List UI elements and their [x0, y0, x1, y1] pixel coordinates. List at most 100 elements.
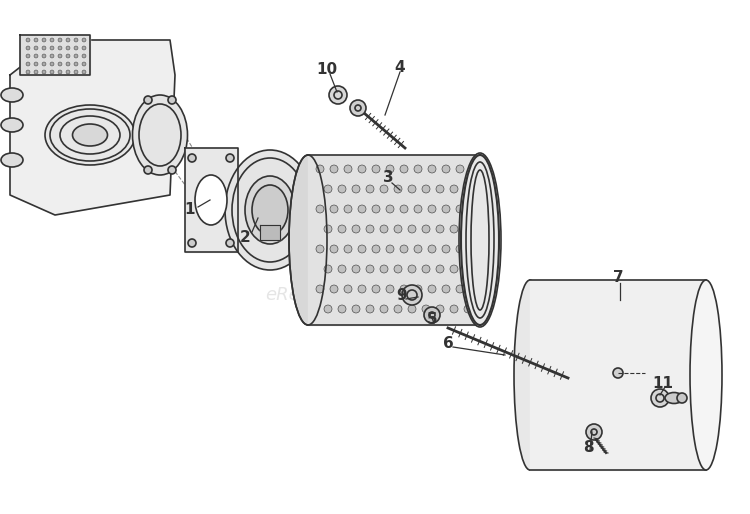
Circle shape	[42, 62, 46, 66]
Ellipse shape	[289, 155, 327, 325]
Circle shape	[400, 245, 408, 253]
Circle shape	[26, 38, 30, 42]
Circle shape	[414, 285, 422, 293]
Ellipse shape	[195, 175, 227, 225]
Circle shape	[422, 305, 430, 313]
Circle shape	[324, 265, 332, 273]
Circle shape	[414, 245, 422, 253]
Circle shape	[26, 54, 30, 58]
Circle shape	[82, 70, 86, 74]
Circle shape	[613, 368, 623, 378]
Circle shape	[352, 305, 360, 313]
Circle shape	[82, 38, 86, 42]
Circle shape	[352, 225, 360, 233]
Circle shape	[470, 205, 478, 213]
Circle shape	[188, 239, 196, 247]
Circle shape	[26, 46, 30, 50]
Circle shape	[42, 54, 46, 58]
Circle shape	[82, 62, 86, 66]
Circle shape	[450, 265, 458, 273]
Circle shape	[428, 165, 436, 173]
Circle shape	[58, 46, 62, 50]
Circle shape	[408, 225, 416, 233]
Circle shape	[651, 389, 669, 407]
Circle shape	[58, 38, 62, 42]
Circle shape	[464, 185, 472, 193]
Circle shape	[338, 225, 346, 233]
Circle shape	[66, 70, 70, 74]
Circle shape	[74, 46, 78, 50]
Text: 10: 10	[316, 63, 338, 78]
Circle shape	[456, 205, 464, 213]
Circle shape	[422, 265, 430, 273]
Circle shape	[408, 265, 416, 273]
Ellipse shape	[1, 88, 23, 102]
Text: eReplacementParts.com: eReplacementParts.com	[265, 286, 485, 304]
Circle shape	[400, 165, 408, 173]
Circle shape	[372, 245, 380, 253]
Circle shape	[316, 165, 324, 173]
Circle shape	[380, 305, 388, 313]
Ellipse shape	[665, 393, 683, 403]
Circle shape	[58, 62, 62, 66]
Circle shape	[74, 38, 78, 42]
Circle shape	[436, 305, 444, 313]
Circle shape	[394, 265, 402, 273]
Text: 2: 2	[240, 230, 250, 246]
Circle shape	[82, 46, 86, 50]
Circle shape	[394, 305, 402, 313]
Circle shape	[168, 166, 176, 174]
Circle shape	[324, 185, 332, 193]
Circle shape	[344, 165, 352, 173]
Circle shape	[372, 205, 380, 213]
Circle shape	[386, 205, 394, 213]
Circle shape	[50, 38, 54, 42]
Circle shape	[414, 165, 422, 173]
Circle shape	[42, 70, 46, 74]
Circle shape	[386, 165, 394, 173]
Ellipse shape	[514, 280, 546, 470]
Circle shape	[344, 285, 352, 293]
Circle shape	[450, 225, 458, 233]
Ellipse shape	[461, 155, 499, 325]
Circle shape	[442, 285, 450, 293]
Circle shape	[677, 393, 687, 403]
Ellipse shape	[45, 105, 135, 165]
Circle shape	[144, 166, 152, 174]
Circle shape	[470, 245, 478, 253]
Ellipse shape	[245, 176, 295, 244]
Circle shape	[42, 46, 46, 50]
Circle shape	[408, 185, 416, 193]
Circle shape	[330, 285, 338, 293]
Circle shape	[400, 285, 408, 293]
Ellipse shape	[1, 118, 23, 132]
Circle shape	[470, 285, 478, 293]
Circle shape	[442, 205, 450, 213]
Circle shape	[428, 245, 436, 253]
Text: 5: 5	[427, 313, 437, 327]
Circle shape	[372, 165, 380, 173]
Circle shape	[456, 165, 464, 173]
Circle shape	[366, 305, 374, 313]
Circle shape	[26, 62, 30, 66]
Circle shape	[380, 225, 388, 233]
Circle shape	[436, 265, 444, 273]
Circle shape	[358, 165, 366, 173]
Circle shape	[324, 225, 332, 233]
Circle shape	[34, 38, 38, 42]
Circle shape	[358, 205, 366, 213]
Circle shape	[400, 205, 408, 213]
Text: 3: 3	[382, 171, 393, 186]
Circle shape	[436, 185, 444, 193]
Polygon shape	[530, 280, 706, 470]
Circle shape	[226, 239, 234, 247]
Circle shape	[436, 225, 444, 233]
Circle shape	[168, 96, 176, 104]
Circle shape	[464, 305, 472, 313]
Circle shape	[74, 54, 78, 58]
Circle shape	[358, 285, 366, 293]
Circle shape	[66, 62, 70, 66]
Circle shape	[394, 225, 402, 233]
Circle shape	[428, 285, 436, 293]
Polygon shape	[20, 35, 90, 75]
